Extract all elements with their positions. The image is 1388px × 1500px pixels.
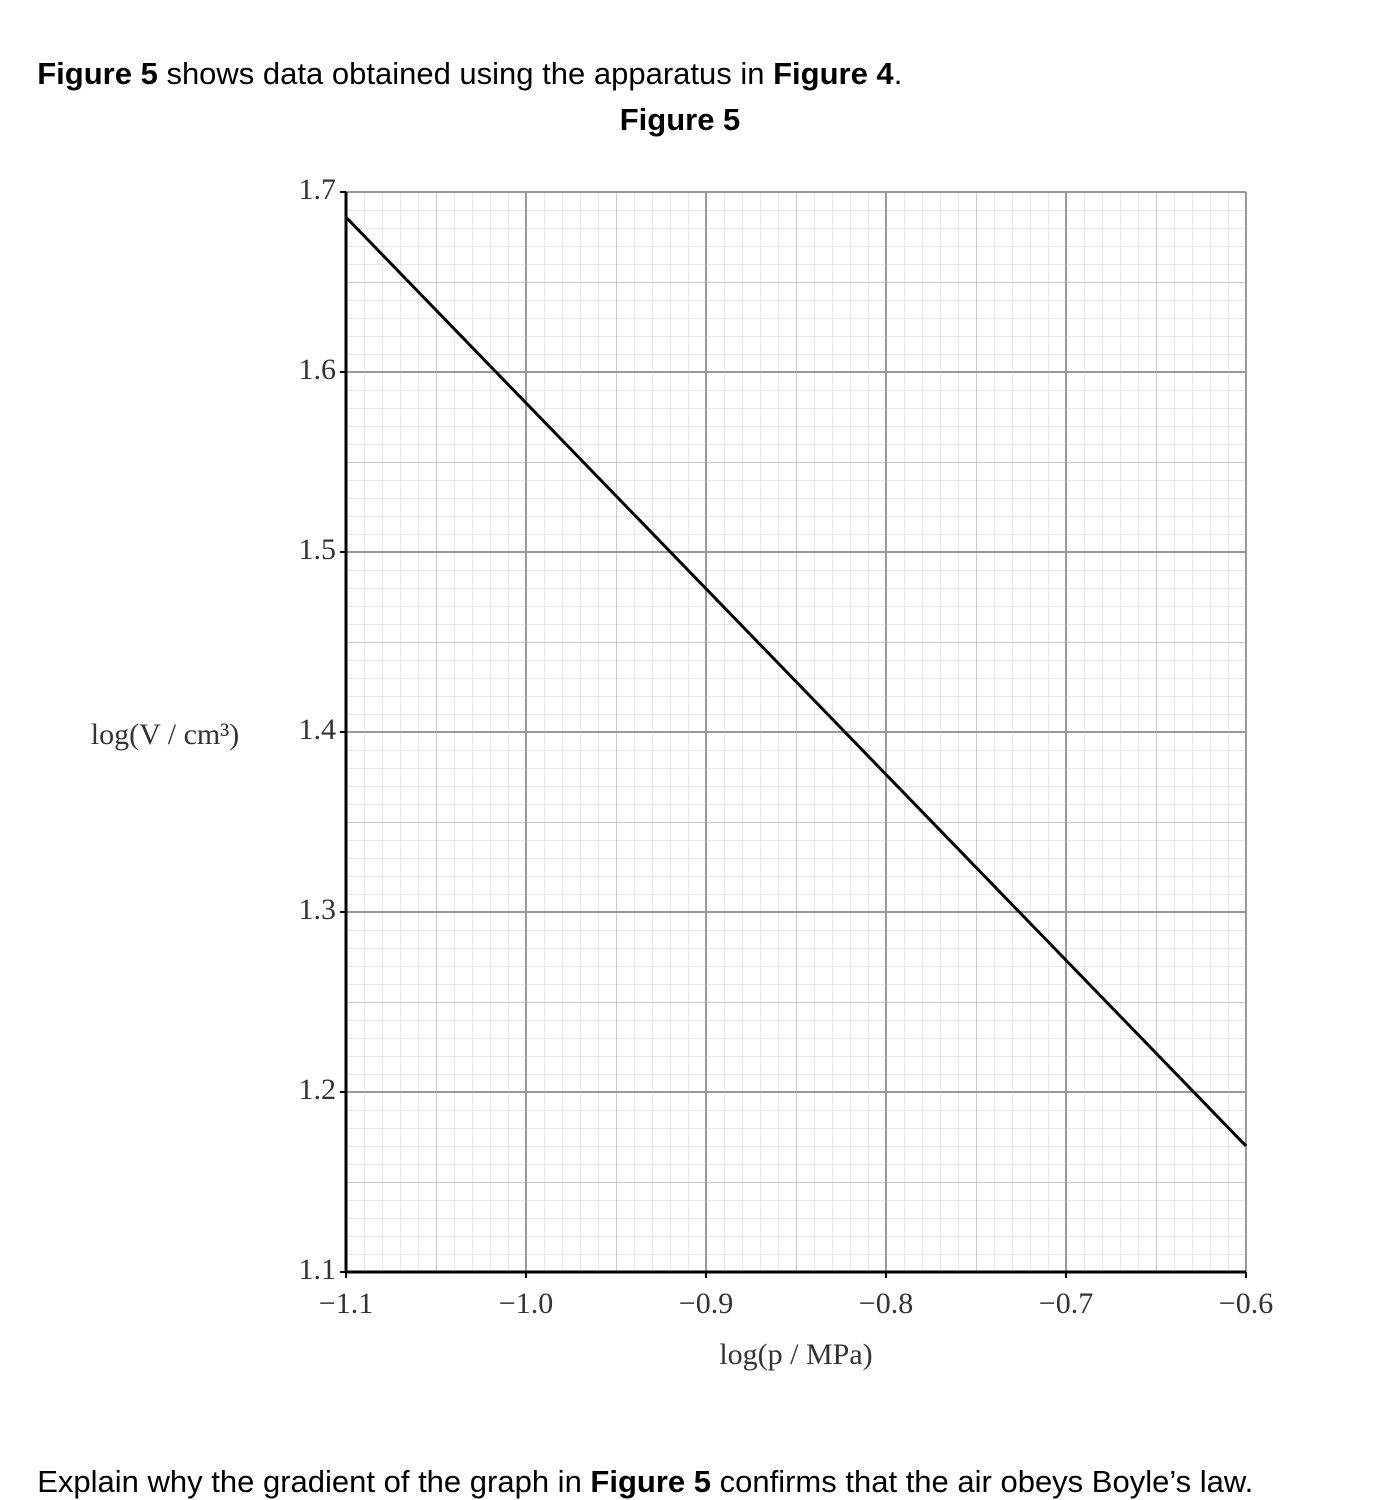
y-tick-label: 1.6 [299, 353, 337, 386]
y-axis-label: log(V / cm³) [91, 718, 239, 751]
x-tick-label: −0.9 [679, 1287, 733, 1320]
chart-title: Figure 5 [620, 102, 741, 137]
intro-bold: Figure 4 [773, 56, 894, 91]
y-tick-label: 1.3 [299, 893, 337, 926]
y-tick-label: 1.4 [299, 713, 337, 746]
intro-bold: Figure 5 [37, 56, 158, 91]
y-tick-label: 1.7 [299, 173, 337, 206]
x-tick-label: −1.0 [499, 1287, 553, 1320]
x-axis-label: log(p / MPa) [719, 1338, 872, 1371]
y-tick-label: 1.1 [299, 1253, 337, 1286]
x-tick-label: −1.1 [319, 1287, 373, 1320]
intro-text: . [893, 56, 903, 91]
x-tick-label: −0.7 [1039, 1287, 1093, 1320]
y-tick-label: 1.5 [299, 533, 337, 566]
intro: Figure 5 shows data obtained using the a… [20, 20, 902, 92]
x-tick-label: −0.6 [1219, 1287, 1273, 1320]
y-tick-label: 1.2 [299, 1073, 337, 1106]
intro-text: shows data obtained using the apparatus … [157, 56, 774, 91]
data-line [344, 216, 1248, 1148]
x-tick-label: −0.8 [859, 1287, 913, 1320]
